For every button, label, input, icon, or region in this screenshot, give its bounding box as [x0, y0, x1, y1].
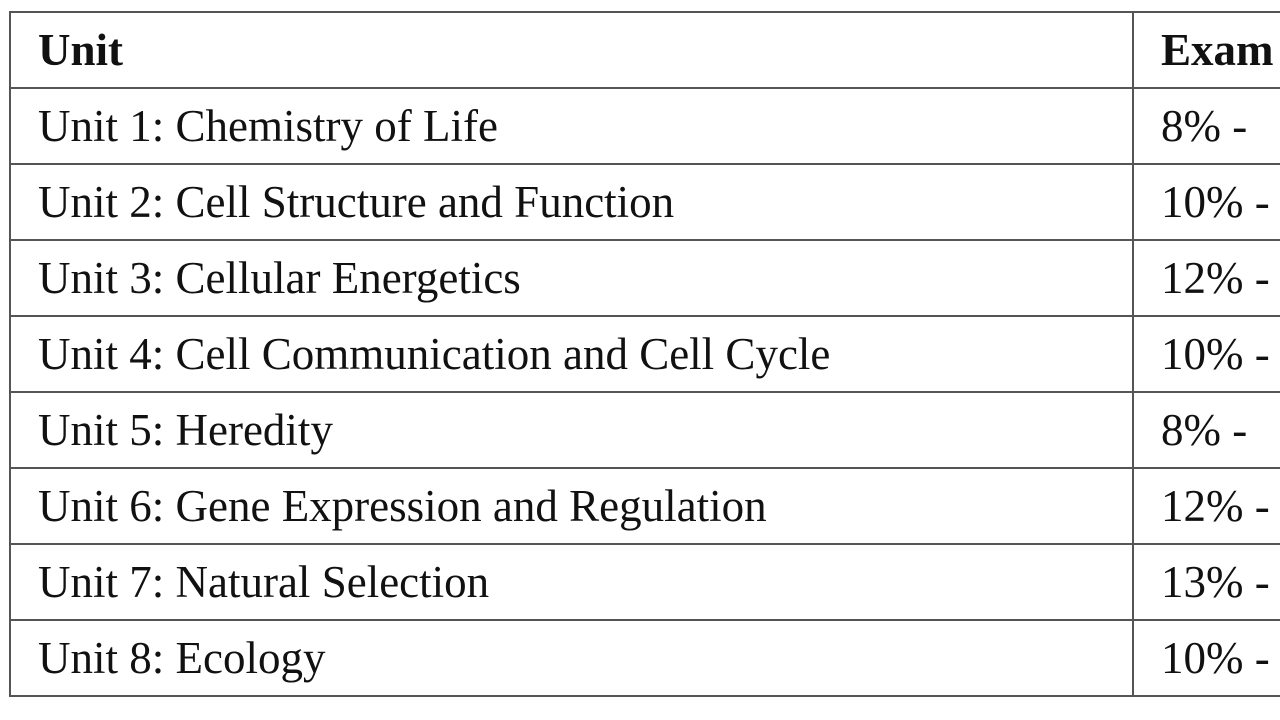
unit-cell: Unit 4: Cell Communication and Cell Cycl…	[9, 315, 1134, 393]
unit-cell: Unit 6: Gene Expression and Regulation	[9, 467, 1134, 545]
table-row: Unit 1: Chemistry of Life 8% -	[9, 87, 1280, 165]
unit-cell: Unit 2: Cell Structure and Function	[9, 163, 1134, 241]
exam-cell: 12% -	[1132, 467, 1280, 545]
unit-cell: Unit 3: Cellular Energetics	[9, 239, 1134, 317]
header-row: Unit Exam	[9, 11, 1280, 89]
unit-cell: Unit 5: Heredity	[9, 391, 1134, 469]
exam-cell: 13% -	[1132, 543, 1280, 621]
table-row: Unit 8: Ecology 10% -	[9, 619, 1280, 697]
table-row: Unit 2: Cell Structure and Function 10% -	[9, 163, 1280, 241]
unit-cell: Unit 1: Chemistry of Life	[9, 87, 1134, 165]
table-row: Unit 7: Natural Selection 13% -	[9, 543, 1280, 621]
exam-cell: 10% -	[1132, 163, 1280, 241]
exam-cell: 8% -	[1132, 87, 1280, 165]
table-row: Unit 4: Cell Communication and Cell Cycl…	[9, 315, 1280, 393]
table-body: Unit 1: Chemistry of Life 8% - Unit 2: Cel…	[9, 87, 1280, 697]
exam-cell: 10% -	[1132, 315, 1280, 393]
exam-cell: 10% -	[1132, 619, 1280, 697]
unit-cell: Unit 8: Ecology	[9, 619, 1134, 697]
table-row: Unit 5: Heredity 8% -	[9, 391, 1280, 469]
units-table: Unit Exam Unit 1: Chemistry of Life 8% -U…	[9, 11, 1280, 697]
header-cell: Unit	[9, 11, 1134, 89]
exam-cell: 8% -	[1132, 391, 1280, 469]
table-row: Unit 6: Gene Expression and Regulation 12…	[9, 467, 1280, 545]
unit-cell: Unit 7: Natural Selection	[9, 543, 1134, 621]
table-row: Unit 3: Cellular Energetics 12% -	[9, 239, 1280, 317]
header-cell: Exam	[1132, 11, 1280, 89]
exam-cell: 12% -	[1132, 239, 1280, 317]
